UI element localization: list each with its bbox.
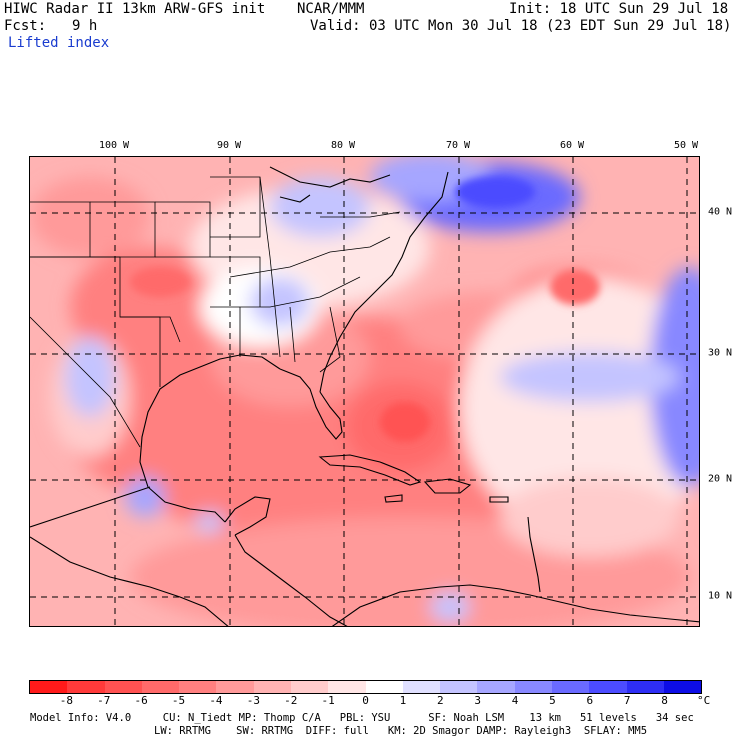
colorbar-swatch	[365, 681, 403, 693]
lat-label-40n: 40 N	[708, 206, 733, 218]
lon-label-80w: 80 W	[330, 140, 356, 151]
field-name: Lifted index	[8, 35, 110, 51]
colorbar-swatch	[179, 681, 217, 693]
colorbar-swatch	[104, 681, 142, 693]
forecast-hour: 9 h	[72, 18, 98, 34]
lat-label-10n: 10 N	[708, 590, 733, 602]
map-canvas	[30, 157, 699, 626]
colorbar-tick-label: 2	[436, 694, 444, 707]
colorbar-tick-label: -7	[97, 694, 111, 707]
lat-label-30n: 30 N	[708, 347, 733, 359]
forecast-label: Fcst:	[4, 18, 47, 34]
graticule	[30, 157, 699, 626]
colorbar-tick-label: -4	[209, 694, 223, 707]
lifted-index-cores	[130, 176, 600, 442]
colorbar-tick-label: 7	[623, 694, 631, 707]
colorbar-swatch	[30, 681, 68, 693]
colorbar-swatch	[514, 681, 552, 693]
lon-label-60w: 60 W	[559, 140, 585, 151]
colorbar-tick-label: 3	[474, 694, 481, 707]
lifted-index-map	[29, 156, 700, 627]
colorbar-tick-label: -2	[284, 694, 298, 707]
colorbar-tick-label: 0	[362, 694, 369, 707]
colorbar-tick-label: -8	[59, 694, 73, 707]
lon-label-100w: 100 W	[98, 140, 130, 151]
colorbar-tick-label: -3	[246, 694, 260, 707]
colorbar-tick-label: 4	[511, 694, 519, 707]
colorbar-tick-label: 1	[399, 694, 407, 707]
colorbar-unit: °C	[697, 694, 711, 707]
political-borders	[30, 176, 401, 448]
lon-label-70w: 70 W	[445, 140, 471, 151]
colorbar	[29, 680, 702, 694]
colorbar-swatch	[589, 681, 627, 693]
colorbar-swatch	[663, 681, 702, 693]
coastlines	[30, 166, 699, 626]
model-title: HIWC Radar II 13km ARW-GFS init	[4, 1, 266, 17]
model-info-line1: Model Info: V4.0 CU: N_Tiedt MP: Thomp C…	[30, 712, 694, 724]
colorbar-tick-label: -1	[321, 694, 335, 707]
colorbar-swatch	[551, 681, 590, 693]
colorbar-swatch	[402, 681, 441, 693]
colorbar-swatch	[216, 681, 254, 693]
lon-label-90w: 90 W	[216, 140, 242, 151]
colorbar-swatch	[626, 681, 664, 693]
init-time: Init: 18 UTC Sun 29 Jul 18	[509, 1, 729, 17]
colorbar-tick-label: -6	[134, 694, 148, 707]
colorbar-tick-label: 5	[549, 694, 556, 707]
colorbar-swatch	[440, 681, 478, 693]
colorbar-swatch	[477, 681, 515, 693]
valid-time: Valid: 03 UTC Mon 30 Jul 18 (23 EDT Sun …	[310, 18, 732, 34]
colorbar-swatch	[328, 681, 366, 693]
lon-label-50w: 50 W	[673, 140, 699, 151]
organization-label: NCAR/MMM	[297, 1, 365, 17]
colorbar-swatch	[253, 681, 291, 693]
model-info-line2: LW: RRTMG SW: RRTMG DIFF: full KM: 2D Sm…	[154, 725, 648, 737]
colorbar-tick-label: 6	[586, 694, 594, 707]
colorbar-swatch	[290, 681, 329, 693]
colorbar-swatch	[141, 681, 180, 693]
colorbar-tick-label: -5	[171, 694, 186, 707]
lat-label-20n: 20 N	[708, 473, 733, 485]
colorbar-swatch	[67, 681, 105, 693]
colorbar-tick-label: 8	[661, 694, 668, 707]
